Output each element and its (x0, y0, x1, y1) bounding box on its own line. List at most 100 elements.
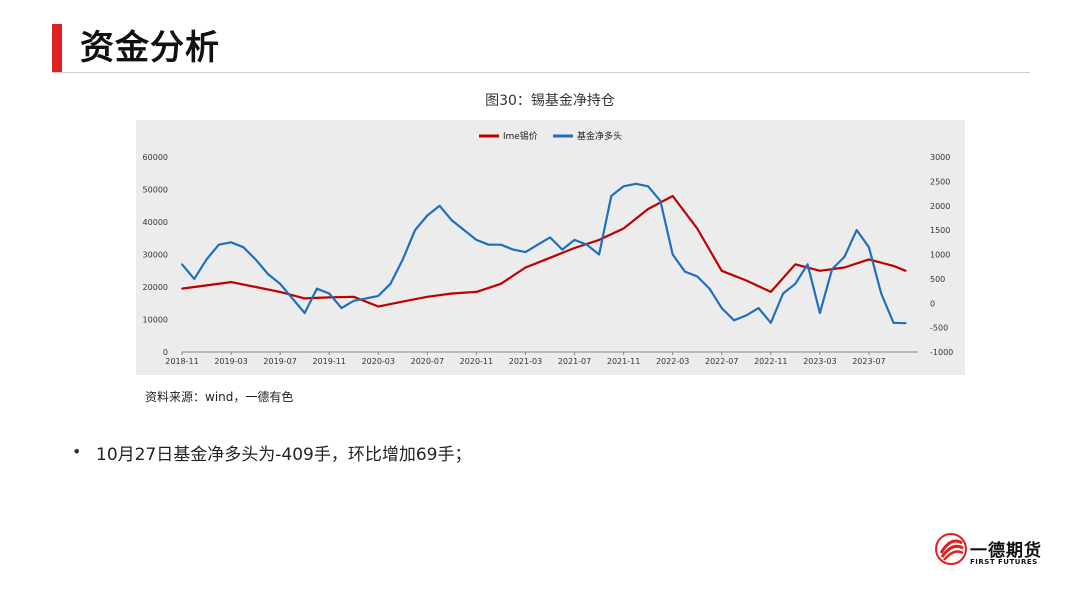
data-point-fund-net-long (684, 270, 686, 273)
data-point-lme-tin-price (647, 208, 649, 210)
data-point-fund-net-long (487, 243, 490, 246)
legend-label: 基金净多头 (577, 130, 622, 142)
y-right-tick-label: -1000 (930, 348, 953, 357)
data-point-fund-net-long (217, 243, 220, 246)
data-point-fund-net-long (536, 243, 539, 246)
data-point-lme-tin-price (892, 265, 895, 267)
data-point-fund-net-long (843, 256, 846, 258)
data-point-fund-net-long (831, 268, 833, 270)
x-tick-label: 2022-07 (705, 357, 738, 366)
data-point-fund-net-long (500, 243, 502, 246)
data-point-lme-tin-price (794, 263, 797, 266)
y-left-tick-label: 30000 (143, 251, 168, 260)
y-left-tick-label: 60000 (143, 153, 168, 162)
data-point-fund-net-long (549, 236, 551, 239)
data-point-fund-net-long (782, 292, 784, 295)
logo-emblem-icon (935, 533, 967, 565)
data-point-fund-net-long (401, 258, 404, 261)
data-point-lme-tin-price (254, 286, 257, 288)
data-point-lme-tin-price (451, 292, 453, 295)
chart-background (136, 120, 965, 375)
x-tick-label: 2022-11 (754, 357, 787, 366)
x-tick-label: 2022-03 (656, 357, 689, 366)
company-logo: 一德期货 FIRST FUTURES (934, 530, 1054, 576)
y-left-tick-label: 20000 (143, 283, 168, 292)
y-left-tick-label: 0 (163, 348, 168, 357)
y-right-tick-label: 1000 (930, 251, 950, 260)
x-tick-label: 2019-07 (263, 357, 296, 366)
x-tick-label: 2019-03 (214, 357, 247, 366)
data-point-fund-net-long (855, 229, 858, 231)
data-point-fund-net-long (254, 258, 257, 261)
data-point-fund-net-long (291, 297, 294, 300)
y-right-tick-label: 2500 (930, 177, 950, 186)
y-left-tick-label: 40000 (143, 218, 168, 227)
data-point-fund-net-long (377, 295, 380, 297)
x-tick-label: 2020-03 (362, 357, 395, 366)
x-tick-label: 2021-11 (607, 357, 640, 366)
y-right-tick-label: 2000 (930, 202, 950, 211)
data-point-fund-net-long (340, 307, 343, 309)
data-point-fund-net-long (573, 239, 576, 241)
data-point-fund-net-long (352, 299, 355, 302)
data-point-lme-tin-price (303, 297, 306, 300)
data-point-fund-net-long (365, 297, 367, 300)
data-point-fund-net-long (242, 246, 245, 249)
title-accent-bar (52, 24, 62, 72)
x-tick-label: 2019-11 (312, 357, 345, 366)
y-right-tick-label: 1500 (930, 226, 950, 235)
data-point-fund-net-long (585, 243, 588, 246)
data-point-lme-tin-price (401, 300, 404, 303)
x-tick-label: 2021-07 (558, 357, 591, 366)
data-point-lme-tin-price (328, 296, 331, 299)
data-point-lme-tin-price (279, 291, 281, 293)
data-point-fund-net-long (524, 251, 527, 254)
data-point-fund-net-long (414, 229, 416, 231)
data-point-lme-tin-price (549, 256, 551, 259)
data-point-fund-net-long (733, 319, 735, 322)
data-point-fund-net-long (475, 239, 478, 241)
data-point-fund-net-long (892, 321, 895, 324)
x-tick-label: 2020-07 (411, 357, 444, 366)
data-point-fund-net-long (598, 253, 600, 256)
data-point-fund-net-long (745, 314, 748, 317)
data-point-fund-net-long (438, 204, 441, 207)
y-right-tick-label: 0 (930, 299, 935, 308)
series-line-fund-net-long (181, 182, 906, 325)
data-point-fund-net-long (316, 287, 318, 290)
data-point-fund-net-long (769, 321, 772, 324)
data-point-lme-tin-price (622, 227, 625, 230)
data-point-fund-net-long (708, 287, 711, 290)
data-point-fund-net-long (904, 322, 907, 325)
data-point-lme-tin-price (843, 266, 846, 269)
data-point-fund-net-long (389, 282, 392, 285)
y-right-tick-label: 3000 (930, 153, 950, 162)
page-title: 资金分析 (80, 28, 220, 68)
x-tick-label: 2023-07 (852, 357, 885, 366)
data-point-fund-net-long (880, 292, 883, 295)
x-tick-label: 2021-03 (509, 357, 542, 366)
data-point-lme-tin-price (475, 291, 478, 293)
data-point-fund-net-long (303, 312, 306, 314)
series-line-lme-tin-price (181, 194, 907, 308)
data-point-lme-tin-price (352, 295, 355, 298)
y-right-tick-label: 500 (930, 275, 945, 284)
data-point-fund-net-long (696, 275, 699, 278)
data-point-fund-net-long (659, 200, 662, 202)
data-point-fund-net-long (610, 195, 613, 197)
data-point-fund-net-long (181, 263, 183, 266)
data-point-fund-net-long (622, 185, 625, 188)
data-point-lme-tin-price (819, 269, 821, 272)
data-point-lme-tin-price (500, 282, 502, 285)
logo-name-cn: 一德期货 (970, 541, 1042, 561)
data-point-fund-net-long (512, 248, 515, 251)
data-point-lme-tin-price (524, 266, 527, 269)
data-point-fund-net-long (279, 282, 281, 285)
logo-name-en: FIRST FUTURES (970, 558, 1038, 566)
data-point-lme-tin-price (720, 269, 723, 272)
data-point-fund-net-long (463, 229, 465, 231)
data-point-lme-tin-price (205, 284, 208, 287)
bullet-marker: • (72, 442, 82, 461)
data-point-fund-net-long (757, 307, 760, 309)
data-point-lme-tin-price (769, 291, 772, 293)
